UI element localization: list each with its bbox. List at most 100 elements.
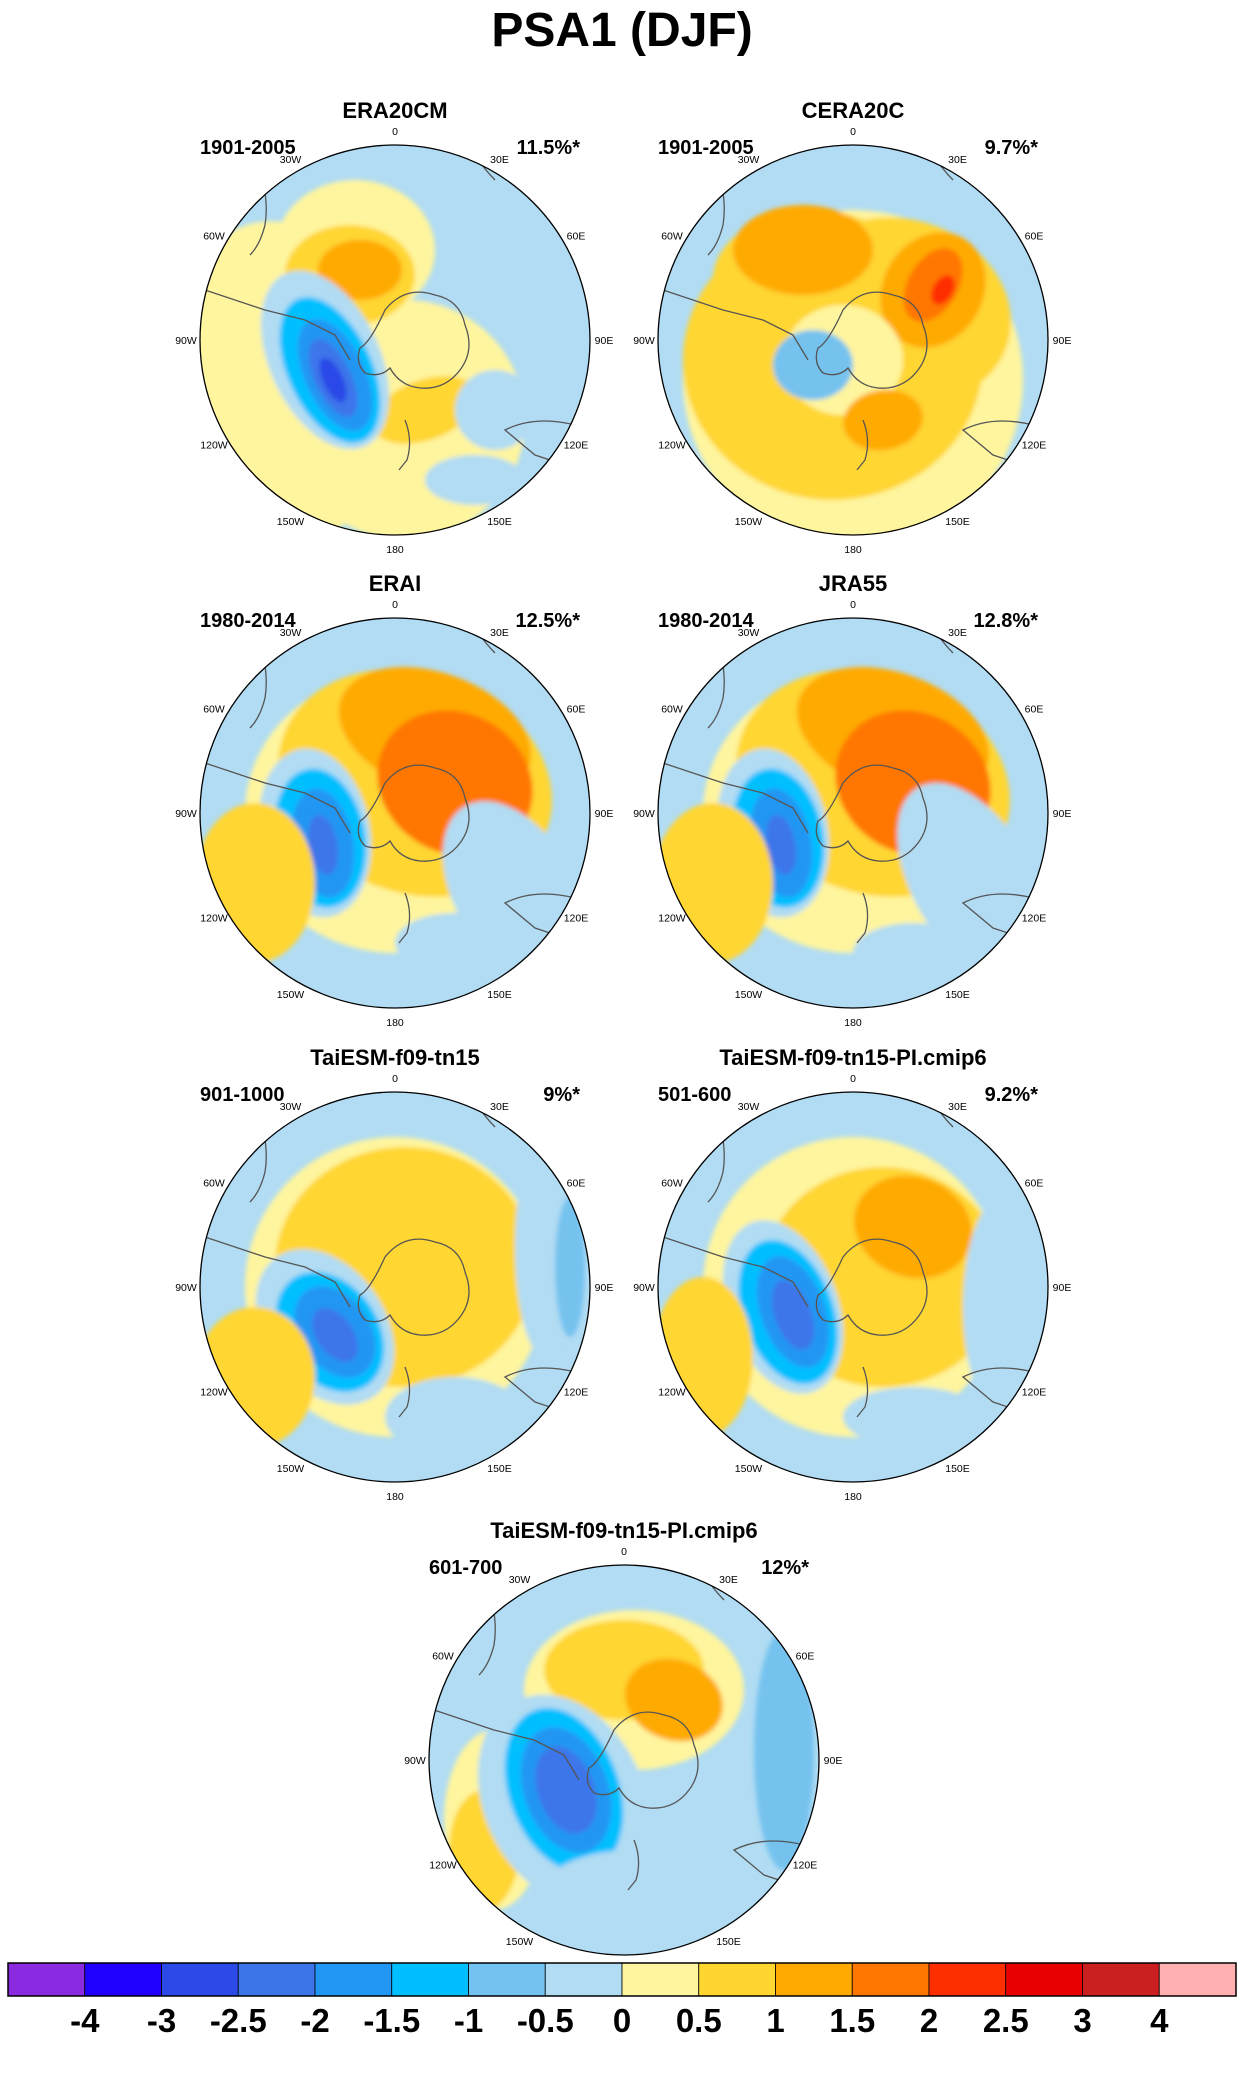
- longitude-label: 0: [850, 126, 856, 138]
- longitude-label: 150W: [735, 1463, 763, 1475]
- panel-title: JRA55: [819, 571, 887, 596]
- contour-region: [385, 1377, 525, 1457]
- coastline: [815, 1238, 928, 1336]
- longitude-label: 150W: [506, 1936, 534, 1948]
- panel-period: 1901-2005: [658, 137, 754, 159]
- map-panel: CERA20C 1901-2005 9.7%* 0 30E 60E 90E 120E 150E 1…: [633, 98, 1071, 556]
- contour-region: [773, 330, 853, 400]
- longitude-label: 180: [844, 1017, 862, 1029]
- panel-title: ERA20CM: [342, 98, 447, 123]
- longitude-label: 30W: [280, 1101, 302, 1113]
- longitude-label: 120E: [564, 913, 589, 925]
- colorbar-swatch: [237, 1962, 316, 1997]
- pattern-field: [200, 618, 590, 1008]
- longitude-label: 150W: [735, 989, 763, 1001]
- coastline: [662, 1236, 809, 1308]
- longitude-label: 90W: [404, 1755, 426, 1767]
- contour-region: [843, 1387, 983, 1447]
- coastline: [815, 291, 928, 389]
- longitude-label: 180: [386, 544, 404, 556]
- map-panel: TaiESM-f09-tn15-PI.cmip6 501-600 9.2%* 0 30E…: [633, 1045, 1071, 1503]
- longitude-label: 120E: [1022, 440, 1047, 452]
- contour-region: [931, 275, 955, 305]
- longitude-label: 120E: [1022, 1387, 1047, 1399]
- colorbar-label: -1.5: [363, 2002, 420, 2039]
- coastline: [856, 419, 869, 471]
- panel-variance: 9.2%*: [985, 1084, 1039, 1106]
- longitude-label: 90W: [633, 808, 655, 820]
- map-border: [199, 1091, 591, 1483]
- longitude-label: 120W: [200, 440, 228, 452]
- longitude-label: 90W: [175, 1282, 197, 1294]
- colorbar-label: -0.5: [517, 2002, 574, 2039]
- coastline: [433, 1709, 580, 1781]
- panel-variance: 12%*: [761, 1557, 809, 1579]
- colorbar-swatch: [391, 1962, 469, 1997]
- longitude-label: 60W: [432, 1651, 454, 1663]
- longitude-label: 90E: [1053, 808, 1072, 820]
- pattern-field: [658, 618, 1048, 1008]
- longitude-label: 30W: [280, 627, 302, 639]
- longitude-label: 120E: [564, 1387, 589, 1399]
- longitude-label: 30W: [738, 154, 760, 166]
- figure-title: PSA1 (DJF): [491, 4, 752, 57]
- longitude-label: 150E: [716, 1936, 741, 1948]
- coastline: [204, 289, 351, 361]
- contour-region: [425, 455, 525, 505]
- contour-region: [772, 1280, 814, 1350]
- map-panel: TaiESM-f09-tn15 901-1000 9%* 0 30E 60E 90E 120E…: [175, 1045, 613, 1503]
- coastline: [357, 1238, 470, 1336]
- longitude-label: 90E: [1053, 335, 1072, 347]
- colorbar-label: 0: [613, 2002, 631, 2039]
- map-panel: ERA20CM 1901-2005 11.5%* 0 30E 60E 90E 120E 150E…: [175, 98, 613, 556]
- panel-variance: 12.5%*: [516, 610, 581, 632]
- longitude-label: 180: [844, 1491, 862, 1503]
- longitude-label: 120W: [200, 1387, 228, 1399]
- panel-period: 1901-2005: [200, 137, 296, 159]
- contour-region: [308, 815, 338, 875]
- contour-region: [733, 205, 873, 295]
- longitude-label: 150W: [277, 989, 305, 1001]
- panel-title: CERA20C: [802, 98, 905, 123]
- colorbar-label: -2.5: [210, 2002, 267, 2039]
- coastline: [398, 892, 411, 944]
- colorbar-label: -4: [70, 2002, 100, 2039]
- contour-region: [903, 248, 963, 322]
- colorbar-swatch: [161, 1962, 239, 1997]
- colorbar-swatch: [851, 1962, 930, 1997]
- panel-title: TaiESM-f09-tn15-PI.cmip6: [490, 1518, 757, 1543]
- map-panel: ERAI 1980-2014 12.5%* 0 30E 60E 90E 120E 150E 180…: [175, 571, 613, 1029]
- colorbar-swatch: [1158, 1962, 1237, 1997]
- longitude-label: 60E: [567, 231, 586, 243]
- coastline: [856, 1366, 869, 1418]
- longitude-label: 90E: [1053, 1282, 1072, 1294]
- longitude-label: 60W: [661, 1178, 683, 1190]
- longitude-label: 90E: [824, 1755, 843, 1767]
- coastline: [662, 289, 809, 361]
- panel-variance: 9%*: [543, 1084, 580, 1106]
- colorbar-swatch: [468, 1962, 546, 1997]
- longitude-label: 0: [850, 599, 856, 611]
- panel-period: 1980-2014: [658, 610, 755, 632]
- panel-title: TaiESM-f09-tn15-PI.cmip6: [719, 1045, 986, 1070]
- contour-region: [555, 1197, 585, 1337]
- panel-variance: 11.5%*: [517, 137, 581, 159]
- colorbar-swatch: [621, 1962, 700, 1997]
- panel-title: TaiESM-f09-tn15: [310, 1045, 480, 1070]
- contour-region: [963, 1197, 1043, 1417]
- colorbar-label: -2: [300, 2002, 329, 2039]
- contour-region: [319, 357, 347, 403]
- longitude-label: 180: [844, 544, 862, 556]
- longitude-label: 30W: [738, 1101, 760, 1113]
- coastline: [662, 762, 809, 834]
- longitude-label: 150E: [945, 989, 970, 1001]
- colorbar-label: 3: [1073, 2002, 1091, 2039]
- map-border: [199, 617, 591, 1009]
- panel-period: 601-700: [429, 1557, 502, 1579]
- longitude-label: 90W: [633, 335, 655, 347]
- coastline: [856, 892, 869, 944]
- panels: ERA20CM 1901-2005 11.5%* 0 30E 60E 90E 120E 150E…: [175, 98, 1072, 1976]
- colorbar-swatch: [7, 1962, 86, 1997]
- map-panel: JRA55 1980-2014 12.8%* 0 30E 60E 90E 120E 150E 18…: [633, 571, 1072, 1029]
